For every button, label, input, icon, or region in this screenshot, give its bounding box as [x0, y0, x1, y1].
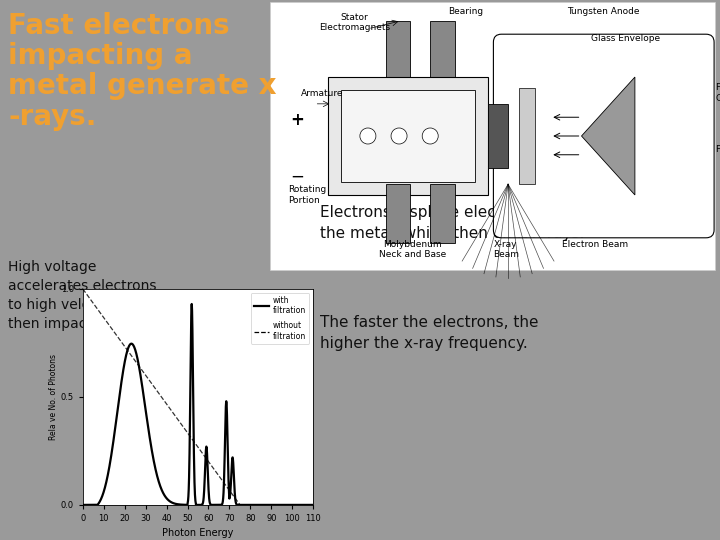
Text: Stator
Electromagnets: Stator Electromagnets [319, 13, 390, 32]
Circle shape [391, 128, 407, 144]
Bar [488, 104, 508, 168]
Bar [328, 77, 488, 195]
Circle shape [360, 128, 376, 144]
Text: Glass Envelope: Glass Envelope [591, 34, 660, 43]
Bar [386, 21, 410, 123]
Y-axis label: Rela ve No. of Photons: Rela ve No. of Photons [49, 354, 58, 440]
Text: Tungsten Anode: Tungsten Anode [567, 8, 640, 16]
Bar [270, 2, 715, 270]
Bar [431, 184, 454, 243]
Text: Rotating
Portion: Rotating Portion [288, 185, 326, 205]
Text: Fast electrons
impacting a
metal generate x
-rays.: Fast electrons impacting a metal generat… [8, 12, 276, 131]
Bar [341, 90, 474, 181]
Legend: with
filtration, without
filtration: with filtration, without filtration [251, 293, 310, 344]
Text: Molybdenum
Neck and Base: Molybdenum Neck and Base [379, 240, 446, 259]
Polygon shape [582, 77, 635, 195]
Text: Electrons displace electrons in
the metal, which then emit x-rays.: Electrons displace electrons in the meta… [320, 205, 585, 241]
Text: The faster the electrons, the
higher the x-ray frequency.: The faster the electrons, the higher the… [320, 315, 539, 351]
Circle shape [422, 128, 438, 144]
Text: X-ray
Beam: X-ray Beam [493, 240, 519, 259]
Bar [519, 88, 535, 184]
Text: Bearing: Bearing [449, 8, 483, 16]
Text: +: + [289, 111, 304, 129]
Text: Electron Beam: Electron Beam [562, 240, 628, 248]
Text: Filament
Circuit: Filament Circuit [715, 83, 720, 103]
Bar [386, 184, 410, 243]
Text: −: − [289, 167, 304, 185]
Text: High voltage
accelerates electrons
to high velocity, which
then impact a metal.: High voltage accelerates electrons to hi… [8, 260, 164, 331]
Bar [431, 21, 454, 123]
FancyBboxPatch shape [493, 34, 714, 238]
Text: Armature: Armature [301, 89, 343, 98]
Text: Filament: Filament [715, 145, 720, 154]
X-axis label: Photon Energy: Photon Energy [162, 529, 234, 538]
